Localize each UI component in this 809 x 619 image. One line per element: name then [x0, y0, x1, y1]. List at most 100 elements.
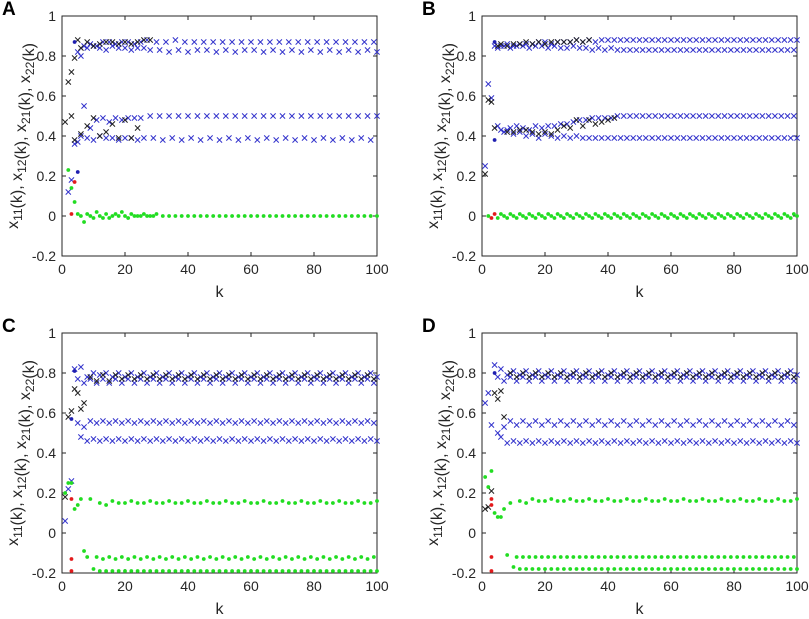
- data-point: [361, 39, 368, 45]
- data-point: [535, 438, 542, 444]
- data-point: [179, 501, 184, 505]
- data-point: [364, 418, 371, 424]
- data-point: [533, 216, 538, 220]
- data-point: [301, 372, 308, 378]
- data-point: [74, 420, 81, 426]
- data-point: [251, 47, 258, 53]
- data-point: [340, 557, 345, 561]
- data-point: [693, 135, 700, 141]
- data-point: [702, 113, 709, 119]
- x-tick-label: 40: [180, 578, 196, 594]
- data-point: [708, 370, 715, 376]
- data-point: [599, 216, 604, 220]
- data-point: [492, 371, 497, 375]
- data-point: [305, 569, 310, 573]
- data-point: [326, 47, 333, 53]
- data-point: [99, 115, 106, 121]
- data-point: [160, 569, 165, 573]
- data-point: [555, 499, 560, 503]
- data-point: [548, 39, 555, 45]
- data-point: [179, 214, 184, 218]
- series-x-black: [62, 37, 154, 143]
- data-point: [633, 47, 640, 53]
- data-point: [759, 113, 766, 119]
- data-point: [482, 163, 489, 169]
- data-point: [693, 440, 700, 446]
- data-point: [753, 422, 760, 428]
- data-point: [590, 555, 595, 559]
- data-point: [715, 113, 722, 119]
- data-point: [535, 39, 542, 45]
- x-axis-label: k: [636, 601, 645, 618]
- data-point: [532, 370, 539, 376]
- data-point: [93, 117, 100, 123]
- data-point: [639, 113, 646, 119]
- data-point: [497, 434, 504, 440]
- data-point: [642, 440, 649, 446]
- data-point: [217, 501, 222, 505]
- data-point: [205, 499, 209, 503]
- data-point: [630, 372, 637, 378]
- data-point: [795, 567, 799, 571]
- data-point: [286, 569, 291, 573]
- data-point: [634, 214, 639, 218]
- data-point: [128, 47, 135, 53]
- data-point: [343, 214, 348, 218]
- x-tick-label: 40: [600, 578, 616, 594]
- series-x-middle-1: [74, 418, 377, 430]
- data-point: [75, 212, 80, 216]
- plot-frame: [481, 332, 798, 574]
- data-point: [732, 216, 736, 220]
- data-point: [686, 37, 693, 43]
- data-point: [210, 438, 217, 444]
- data-point: [134, 137, 141, 143]
- data-point: [718, 37, 725, 43]
- data-point: [699, 135, 706, 141]
- data-point: [530, 567, 535, 571]
- data-point: [501, 414, 508, 420]
- data-point: [311, 374, 317, 380]
- data-point: [235, 374, 242, 380]
- data-point: [734, 47, 741, 53]
- data-point: [760, 216, 765, 220]
- data-point: [634, 555, 639, 559]
- data-point: [570, 418, 577, 424]
- data-point: [542, 131, 548, 137]
- data-point: [738, 214, 743, 218]
- data-point: [216, 370, 223, 376]
- data-point: [576, 374, 583, 380]
- data-point: [138, 214, 143, 218]
- data-point: [592, 39, 599, 45]
- data-point: [605, 117, 611, 123]
- data-point: [551, 374, 558, 380]
- data-point: [529, 372, 536, 378]
- data-point: [96, 133, 103, 139]
- data-point: [270, 420, 277, 426]
- data-point: [112, 372, 119, 378]
- data-point: [94, 555, 99, 559]
- data-point: [318, 569, 323, 573]
- data-point: [659, 555, 664, 559]
- data-point: [630, 440, 637, 446]
- data-point: [558, 555, 563, 559]
- data-point: [260, 374, 267, 380]
- data-point: [270, 376, 277, 382]
- data-point: [129, 212, 134, 216]
- data-point: [551, 43, 558, 49]
- data-point: [753, 113, 760, 119]
- data-point: [87, 125, 94, 131]
- data-point: [167, 569, 172, 573]
- data-point: [329, 137, 336, 143]
- x-tick-label: 80: [726, 261, 742, 277]
- data-point: [545, 123, 552, 129]
- data-point: [536, 212, 541, 216]
- data-point: [106, 119, 113, 125]
- data-point: [87, 418, 94, 424]
- data-point: [191, 39, 198, 45]
- data-point: [721, 370, 728, 376]
- data-point: [532, 123, 539, 129]
- data-point: [649, 368, 656, 374]
- data-point: [156, 47, 163, 53]
- data-point: [746, 47, 753, 53]
- data-point: [618, 499, 623, 503]
